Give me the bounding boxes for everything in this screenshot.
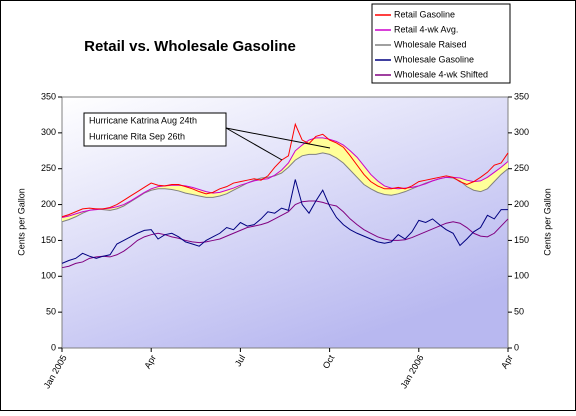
series-line <box>61 200 509 269</box>
annotation-arrow <box>225 127 331 149</box>
chart-title: Retail vs. Wholesale Gasoline <box>84 38 296 55</box>
y2-tick-label: 0 <box>514 342 519 352</box>
y2-tick-label: 150 <box>514 235 529 245</box>
legend-label: Wholesale Gasoline <box>394 54 474 64</box>
y-tick-label: 200 <box>41 199 56 209</box>
y2-tick-label: 300 <box>514 127 529 137</box>
y2-tick-label: 100 <box>514 271 529 281</box>
y2-tick-label: 250 <box>514 163 529 173</box>
series-line <box>61 137 509 218</box>
y-tick-label: 50 <box>46 307 56 317</box>
y2-tick-label: 350 <box>514 91 529 101</box>
legend-label: Wholesale 4-wk Shifted <box>394 69 488 79</box>
legend-label: Wholesale Raised <box>394 39 467 49</box>
y-tick-label: 0 <box>51 342 56 352</box>
series-line <box>61 179 508 264</box>
series-group <box>61 122 509 269</box>
y-tick-label: 350 <box>41 91 56 101</box>
legend-label: Retail Gasoline <box>394 9 455 19</box>
y-axis-label: Cents per Gallon <box>16 188 26 256</box>
y2-axis-label: Cents per Gallon <box>542 188 552 256</box>
annotation-arrow <box>225 127 283 161</box>
series-line <box>61 122 509 218</box>
legend-label: Retail 4-wk Avg. <box>394 24 458 34</box>
y-tick-label: 150 <box>41 235 56 245</box>
y-tick-label: 300 <box>41 127 56 137</box>
annotation: Hurricane Rita Sep 26th <box>89 131 185 141</box>
annotation: Hurricane Katrina Aug 24th <box>89 115 197 125</box>
annotation-box <box>83 112 227 147</box>
x-tick-label: Jul <box>233 353 247 368</box>
y-tick-label: 250 <box>41 163 56 173</box>
y-tick-label: 100 <box>41 271 56 281</box>
legend <box>371 3 511 84</box>
y2-tick-label: 50 <box>514 307 524 317</box>
y2-tick-label: 200 <box>514 199 529 209</box>
